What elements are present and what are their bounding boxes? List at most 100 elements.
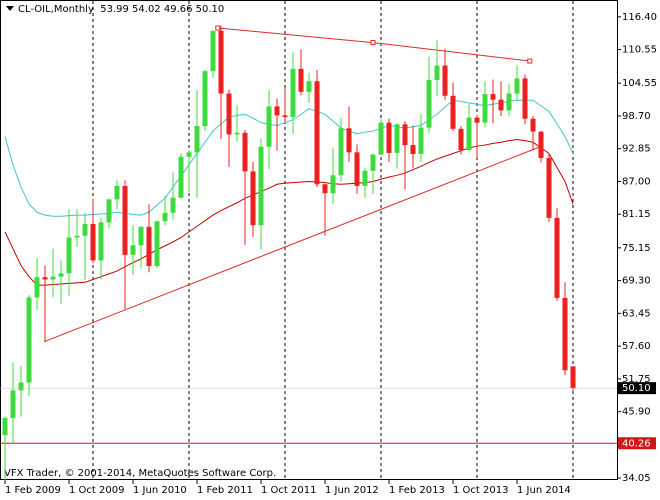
candle-body (130, 245, 136, 255)
candle-body (186, 152, 192, 157)
candle-body (242, 132, 248, 172)
trendline (44, 146, 541, 343)
y-tick-label: 92.85 (622, 144, 651, 155)
candle-body (498, 99, 504, 111)
candle-body (74, 235, 80, 238)
candle-body (442, 65, 448, 96)
candle-body (394, 124, 400, 153)
x-tick-label: 1 Jun 2010 (133, 485, 187, 496)
candle-body (10, 390, 16, 418)
candle-body (298, 68, 304, 92)
y-tick-label: 116.40 (622, 12, 657, 23)
candle-body (170, 197, 176, 213)
candle-body (138, 226, 144, 246)
trendline-anchor (370, 40, 376, 46)
candle-body (210, 30, 216, 72)
indicator-line (4, 99, 574, 217)
x-tick-label: 1 Oct 2011 (261, 485, 316, 496)
menu-arrow (6, 6, 14, 11)
x-tick-label: 1 Jun 2014 (517, 485, 571, 496)
candle-body (266, 106, 272, 147)
x-tick-label: 1 Jun 2012 (325, 485, 379, 496)
candle-body (226, 93, 232, 135)
candle-body (26, 297, 32, 383)
candle-body (538, 131, 544, 158)
candle-body (162, 212, 168, 222)
candle-body (122, 185, 128, 255)
chart-title: CL-OIL,Monthly 53.99 54.02 49.66 50.10 (18, 4, 224, 15)
candle-body (290, 68, 296, 118)
candle-body (402, 124, 408, 146)
candle-body (306, 81, 312, 92)
candle-body (258, 146, 264, 226)
candle-body (218, 30, 224, 94)
candle-body (202, 71, 208, 127)
y-tick-label: 34.05 (622, 473, 651, 484)
candle-body (18, 382, 24, 391)
candle-body (98, 222, 104, 261)
trendline-anchor (527, 58, 533, 64)
x-tick-label: 1 Feb 2009 (5, 485, 61, 496)
last-price-box (618, 382, 656, 395)
y-tick-label: 51.75 (622, 374, 651, 385)
y-tick-label: 81.15 (622, 209, 651, 220)
x-tick-label: 1 Feb 2011 (197, 485, 253, 496)
candle-body (58, 273, 64, 277)
candle-body (370, 154, 376, 171)
y-tick-label: 57.60 (622, 341, 651, 352)
candle-body (338, 128, 344, 176)
candle-body (530, 118, 536, 132)
candle-body (474, 117, 480, 123)
y-tick-label: 110.55 (622, 45, 657, 56)
candle-body (546, 157, 552, 218)
y-tick-label: 69.30 (622, 276, 651, 287)
candle-body (482, 94, 488, 123)
candle-body (66, 237, 72, 274)
footer: VFX Trader, © 2001-2014, MetaQuotes Soft… (4, 468, 276, 479)
candle-body (490, 94, 496, 100)
candle-body (82, 224, 88, 236)
candle-body (106, 199, 112, 223)
candle-body (330, 175, 336, 194)
hline-price-label: 40.26 (622, 438, 651, 449)
x-tick-label: 1 Oct 2013 (453, 485, 508, 496)
candle-body (146, 226, 152, 267)
candle-body (514, 78, 520, 94)
candle-body (450, 95, 456, 129)
candle-body (34, 277, 40, 298)
y-tick-label: 87.00 (622, 176, 651, 187)
indicator-line (4, 138, 574, 286)
y-tick-label: 104.55 (622, 78, 657, 89)
candle-body (570, 366, 576, 389)
candle-body (50, 276, 56, 280)
y-tick-label: 98.70 (622, 111, 651, 122)
candle-body (2, 417, 8, 436)
last-price-label: 50.10 (622, 383, 651, 394)
x-tick-label: 1 Oct 2009 (69, 485, 124, 496)
candle-body (282, 115, 288, 118)
candle-body (562, 297, 568, 371)
candle-body (346, 128, 352, 153)
x-tick-label: 1 Feb 2013 (389, 485, 445, 496)
candle-body (554, 217, 560, 298)
candle-body (434, 65, 440, 81)
hline-price-box (618, 437, 656, 450)
y-tick-label: 63.45 (622, 308, 651, 319)
candle-body (506, 93, 512, 111)
candle-body (362, 170, 368, 186)
candle-body (386, 122, 392, 153)
candle-body (154, 221, 160, 267)
candle-body (114, 185, 120, 200)
candle-body (458, 128, 464, 151)
candle-body (354, 152, 360, 186)
candle-body (178, 156, 184, 198)
candle-body (274, 106, 280, 116)
candle-body (410, 145, 416, 155)
y-tick-label: 75.15 (622, 243, 651, 254)
candle-body (314, 81, 320, 185)
candle-body (250, 171, 256, 226)
candle-body (378, 122, 384, 155)
candle-body (522, 78, 528, 119)
candle-body (418, 127, 424, 155)
